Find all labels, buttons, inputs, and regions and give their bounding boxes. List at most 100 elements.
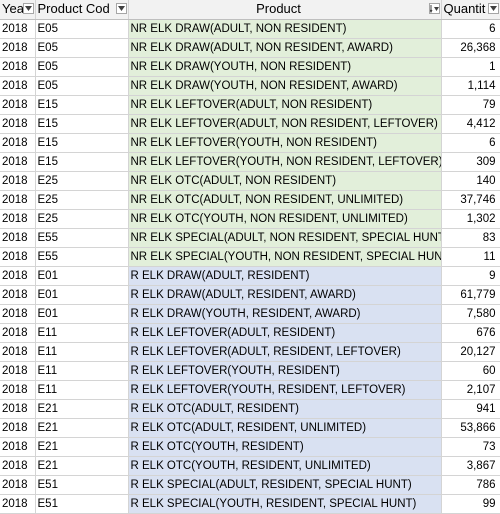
cell-quantity[interactable]: 53,866	[441, 418, 500, 438]
product-code-filter-button[interactable]	[115, 3, 127, 14]
product-filter-button[interactable]	[428, 3, 440, 14]
cell-quantity[interactable]: 786	[441, 475, 500, 495]
cell-quantity[interactable]: 6	[441, 19, 500, 39]
cell-product[interactable]: R ELK LEFTOVER(YOUTH, RESIDENT)	[128, 361, 442, 381]
cell-year[interactable]: 2018	[0, 266, 36, 286]
cell-quantity[interactable]: 20,127	[441, 342, 500, 362]
cell-quantity[interactable]: 1	[441, 57, 500, 77]
cell-year[interactable]: 2018	[0, 285, 36, 305]
cell-quantity[interactable]: 60	[441, 361, 500, 381]
cell-year[interactable]: 2018	[0, 133, 36, 153]
cell-year[interactable]: 2018	[0, 190, 36, 210]
cell-product-code[interactable]: E21	[35, 437, 129, 457]
cell-product-code[interactable]: E55	[35, 228, 129, 248]
cell-quantity[interactable]: 676	[441, 323, 500, 343]
cell-product[interactable]: R ELK DRAW(ADULT, RESIDENT, AWARD)	[128, 285, 442, 305]
cell-quantity[interactable]: 941	[441, 399, 500, 419]
cell-product[interactable]: NR ELK SPECIAL(YOUTH, NON RESIDENT, SPEC…	[128, 247, 442, 267]
cell-quantity[interactable]: 3,867	[441, 456, 500, 476]
cell-quantity[interactable]: 2,107	[441, 380, 500, 400]
cell-quantity[interactable]: 9	[441, 266, 500, 286]
cell-year[interactable]: 2018	[0, 456, 36, 476]
cell-year[interactable]: 2018	[0, 494, 36, 514]
cell-product[interactable]: R ELK SPECIAL(ADULT, RESIDENT, SPECIAL H…	[128, 475, 442, 495]
cell-quantity[interactable]: 11	[441, 247, 500, 267]
cell-product-code[interactable]: E21	[35, 456, 129, 476]
cell-product-code[interactable]: E05	[35, 38, 129, 58]
cell-product[interactable]: NR ELK SPECIAL(ADULT, NON RESIDENT, SPEC…	[128, 228, 442, 248]
cell-product[interactable]: NR ELK DRAW(ADULT, NON RESIDENT)	[128, 19, 442, 39]
cell-year[interactable]: 2018	[0, 437, 36, 457]
cell-quantity[interactable]: 4,412	[441, 114, 500, 134]
cell-product[interactable]: NR ELK LEFTOVER(ADULT, NON RESIDENT, LEF…	[128, 114, 442, 134]
cell-product[interactable]: R ELK DRAW(ADULT, RESIDENT)	[128, 266, 442, 286]
cell-product[interactable]: NR ELK OTC(YOUTH, NON RESIDENT, UNLIMITE…	[128, 209, 442, 229]
cell-product[interactable]: R ELK OTC(ADULT, RESIDENT)	[128, 399, 442, 419]
cell-year[interactable]: 2018	[0, 95, 36, 115]
cell-product[interactable]: R ELK LEFTOVER(YOUTH, RESIDENT, LEFTOVER…	[128, 380, 442, 400]
cell-product[interactable]: NR ELK LEFTOVER(YOUTH, NON RESIDENT, LEF…	[128, 152, 442, 172]
cell-year[interactable]: 2018	[0, 19, 36, 39]
cell-year[interactable]: 2018	[0, 76, 36, 96]
cell-quantity[interactable]: 6	[441, 133, 500, 153]
cell-product[interactable]: NR ELK OTC(ADULT, NON RESIDENT, UNLIMITE…	[128, 190, 442, 210]
cell-product[interactable]: R ELK LEFTOVER(ADULT, RESIDENT, LEFTOVER…	[128, 342, 442, 362]
cell-product-code[interactable]: E05	[35, 57, 129, 77]
cell-year[interactable]: 2018	[0, 247, 36, 267]
cell-product[interactable]: R ELK OTC(YOUTH, RESIDENT, UNLIMITED)	[128, 456, 442, 476]
cell-product-code[interactable]: E01	[35, 266, 129, 286]
cell-product[interactable]: R ELK LEFTOVER(ADULT, RESIDENT)	[128, 323, 442, 343]
cell-year[interactable]: 2018	[0, 38, 36, 58]
cell-quantity[interactable]: 26,368	[441, 38, 500, 58]
cell-quantity[interactable]: 99	[441, 494, 500, 514]
cell-product[interactable]: R ELK SPECIAL(YOUTH, RESIDENT, SPECIAL H…	[128, 494, 442, 514]
cell-year[interactable]: 2018	[0, 361, 36, 381]
cell-year[interactable]: 2018	[0, 228, 36, 248]
cell-product[interactable]: R ELK OTC(YOUTH, RESIDENT)	[128, 437, 442, 457]
cell-product-code[interactable]: E01	[35, 304, 129, 324]
cell-year[interactable]: 2018	[0, 57, 36, 77]
cell-product[interactable]: NR ELK DRAW(ADULT, NON RESIDENT, AWARD)	[128, 38, 442, 58]
cell-year[interactable]: 2018	[0, 475, 36, 495]
cell-year[interactable]: 2018	[0, 209, 36, 229]
cell-year[interactable]: 2018	[0, 380, 36, 400]
cell-year[interactable]: 2018	[0, 399, 36, 419]
cell-product[interactable]: NR ELK LEFTOVER(ADULT, NON RESIDENT)	[128, 95, 442, 115]
cell-year[interactable]: 2018	[0, 418, 36, 438]
cell-quantity[interactable]: 1,302	[441, 209, 500, 229]
cell-quantity[interactable]: 73	[441, 437, 500, 457]
cell-quantity[interactable]: 79	[441, 95, 500, 115]
cell-product[interactable]: NR ELK DRAW(YOUTH, NON RESIDENT)	[128, 57, 442, 77]
cell-product-code[interactable]: E25	[35, 209, 129, 229]
cell-product[interactable]: NR ELK OTC(ADULT, NON RESIDENT)	[128, 171, 442, 191]
cell-product-code[interactable]: E15	[35, 152, 129, 172]
cell-product-code[interactable]: E15	[35, 95, 129, 115]
cell-product-code[interactable]: E25	[35, 190, 129, 210]
cell-product[interactable]: NR ELK LEFTOVER(YOUTH, NON RESIDENT)	[128, 133, 442, 153]
quantity-filter-button[interactable]	[487, 3, 499, 14]
cell-product-code[interactable]: E21	[35, 399, 129, 419]
cell-year[interactable]: 2018	[0, 323, 36, 343]
cell-product-code[interactable]: E25	[35, 171, 129, 191]
cell-product-code[interactable]: E11	[35, 323, 129, 343]
year-filter-button[interactable]	[22, 3, 34, 14]
cell-product-code[interactable]: E21	[35, 418, 129, 438]
cell-quantity[interactable]: 37,746	[441, 190, 500, 210]
cell-year[interactable]: 2018	[0, 114, 36, 134]
cell-product-code[interactable]: E11	[35, 342, 129, 362]
cell-year[interactable]: 2018	[0, 342, 36, 362]
cell-quantity[interactable]: 1,114	[441, 76, 500, 96]
cell-product[interactable]: NR ELK DRAW(YOUTH, NON RESIDENT, AWARD)	[128, 76, 442, 96]
cell-product-code[interactable]: E01	[35, 285, 129, 305]
cell-product[interactable]: R ELK OTC(ADULT, RESIDENT, UNLIMITED)	[128, 418, 442, 438]
cell-product-code[interactable]: E51	[35, 494, 129, 514]
cell-quantity[interactable]: 7,580	[441, 304, 500, 324]
cell-product-code[interactable]: E11	[35, 380, 129, 400]
cell-year[interactable]: 2018	[0, 171, 36, 191]
cell-quantity[interactable]: 140	[441, 171, 500, 191]
cell-product-code[interactable]: E55	[35, 247, 129, 267]
cell-product-code[interactable]: E11	[35, 361, 129, 381]
cell-quantity[interactable]: 83	[441, 228, 500, 248]
cell-quantity[interactable]: 309	[441, 152, 500, 172]
cell-product-code[interactable]: E05	[35, 76, 129, 96]
